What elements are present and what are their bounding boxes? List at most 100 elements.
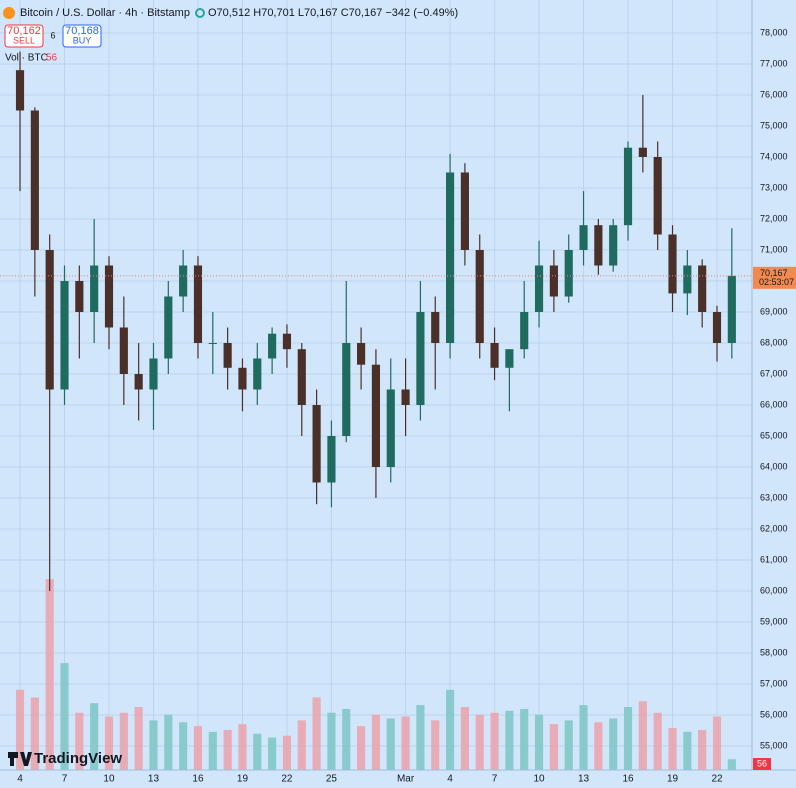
volume-bar — [75, 712, 84, 770]
x-tick-label: Mar — [397, 774, 415, 785]
x-tick-label: 13 — [148, 774, 160, 785]
candle-body — [90, 265, 99, 312]
buy-button[interactable] — [62, 24, 102, 48]
volume-bar — [623, 707, 633, 770]
volume-layer — [15, 579, 736, 770]
candle-body — [475, 249, 484, 343]
candle-body — [520, 311, 529, 350]
x-tick-label: 13 — [578, 774, 590, 785]
volume-bar — [15, 689, 25, 770]
y-tick-label: 57,000 — [760, 678, 788, 688]
y-tick-label: 65,000 — [760, 430, 788, 440]
y-tick-label: 71,000 — [760, 244, 788, 254]
x-tick-label: 7 — [62, 774, 68, 785]
candle-body — [638, 147, 647, 157]
brand-logo — [8, 752, 32, 766]
volume-bar — [609, 718, 618, 770]
x-tick-label: 10 — [533, 774, 545, 785]
x-tick-label: 4 — [17, 774, 23, 785]
volume-bar — [253, 733, 262, 770]
volume-bar — [416, 705, 425, 770]
sell-button[interactable] — [4, 24, 44, 48]
candle-body — [579, 225, 588, 250]
candle-body — [371, 364, 381, 467]
price-axis — [752, 0, 796, 788]
candle-body — [312, 404, 321, 483]
candle-body — [193, 265, 203, 343]
volume-bar — [312, 697, 321, 770]
candle-body — [357, 342, 366, 365]
candle-body — [238, 367, 247, 390]
volume-bar — [282, 735, 292, 770]
volume-bar — [653, 712, 662, 770]
volume-bar — [638, 701, 647, 770]
y-tick-label: 72,000 — [760, 213, 788, 223]
candle-body — [119, 327, 128, 374]
volume-bar — [460, 707, 469, 770]
candle-body — [653, 156, 662, 235]
candle-body — [594, 225, 603, 266]
candle-body — [30, 110, 39, 250]
x-tick-label: 22 — [281, 774, 293, 785]
y-tick-label: 68,000 — [760, 337, 788, 347]
volume-bar — [564, 720, 573, 770]
x-tick-label: 22 — [711, 774, 723, 785]
candle-body — [549, 265, 558, 297]
y-tick-label: 63,000 — [760, 492, 788, 502]
volume-bar — [60, 663, 69, 770]
last-price-label: 70,167 — [760, 268, 788, 278]
candle-layer — [15, 51, 736, 592]
volume-bar — [445, 689, 455, 770]
y-tick-label: 62,000 — [760, 523, 788, 533]
volume-bar — [668, 728, 677, 770]
btc-icon — [3, 7, 15, 19]
candle-body — [445, 172, 455, 343]
candle-body — [327, 435, 336, 483]
candle-body — [104, 265, 114, 328]
candle-body — [490, 342, 499, 368]
volume-bar — [193, 726, 203, 770]
candle-body — [386, 389, 395, 467]
y-tick-label: 66,000 — [760, 399, 788, 409]
last-price-tag — [753, 266, 796, 289]
candle-body — [208, 342, 217, 344]
y-tick-label: 56,000 — [760, 709, 788, 719]
volume-bar — [727, 759, 736, 770]
candle-body — [75, 280, 84, 312]
x-tick-label: 4 — [447, 774, 453, 785]
candle-body — [164, 296, 173, 359]
volume-bar — [119, 712, 128, 770]
y-tick-label: 69,000 — [760, 306, 788, 316]
volume-bar — [490, 712, 499, 770]
volume-bar — [371, 714, 381, 770]
volume-bar — [534, 714, 544, 770]
volume-bar — [386, 718, 395, 770]
volume-bar — [149, 720, 158, 770]
spread: 6 — [50, 30, 55, 40]
candle-body — [15, 70, 25, 111]
candle-body — [698, 265, 707, 312]
volume-bar — [431, 720, 440, 770]
volume-bar — [712, 716, 722, 770]
volume-bar — [134, 707, 143, 770]
candle-body — [431, 311, 440, 343]
y-tick-label: 77,000 — [760, 58, 788, 68]
volume-bar — [520, 708, 529, 770]
volume-bar — [505, 710, 514, 770]
brand: TradingView — [34, 750, 122, 767]
x-tick-label: 10 — [103, 774, 115, 785]
candle-body — [623, 147, 633, 226]
y-tick-label: 73,000 — [760, 182, 788, 192]
candle-body — [60, 280, 69, 390]
volume-bar — [208, 731, 217, 770]
y-tick-label: 76,000 — [760, 89, 788, 99]
volume-bar — [683, 731, 692, 770]
candle-body — [712, 311, 722, 343]
volume-tag-label: 56 — [757, 758, 767, 768]
volume-bar — [579, 705, 588, 770]
candle-body — [45, 249, 54, 390]
y-tick-label: 59,000 — [760, 616, 788, 626]
y-tick-label: 64,000 — [760, 461, 788, 471]
volume-bar — [90, 703, 99, 770]
